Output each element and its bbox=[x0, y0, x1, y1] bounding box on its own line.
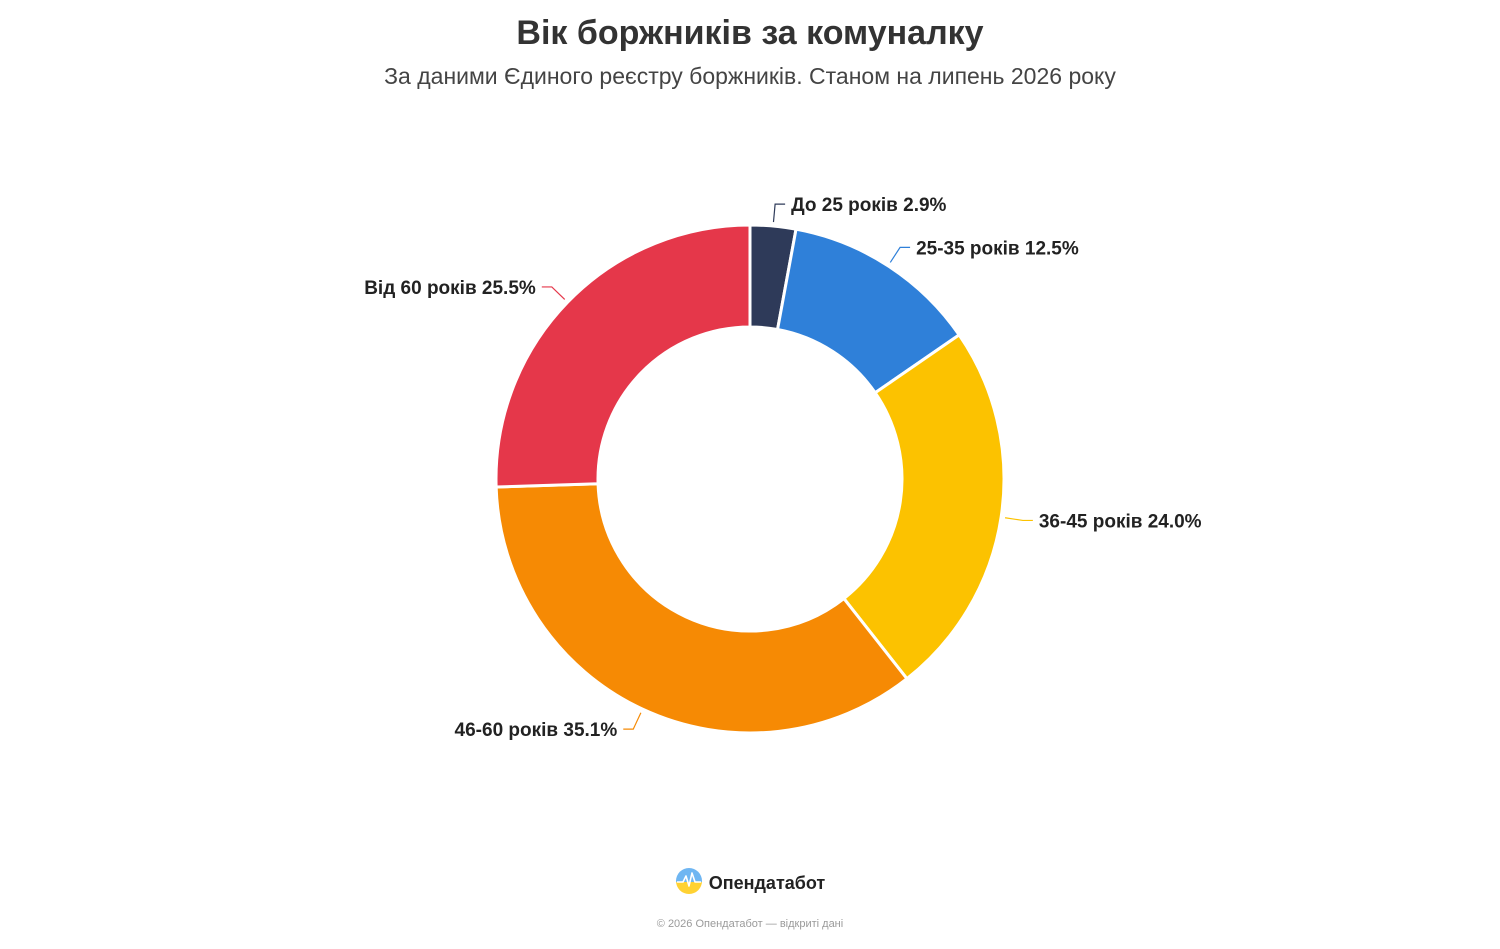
leader-line-1 bbox=[772, 203, 786, 223]
slice-4[interactable] bbox=[494, 482, 909, 735]
leader-line-5 bbox=[541, 286, 566, 300]
chart-subtitle: За даними Єдиного реєстру боржників. Ста… bbox=[384, 63, 1116, 89]
slices-layer bbox=[494, 223, 1006, 735]
opendatabot-logo-icon bbox=[675, 867, 703, 900]
slice-label-5: Від 60 років 25.5% bbox=[364, 278, 536, 299]
slice-labels-layer: До 25 років 2.9% 25-35 років 12.5% 36-45 р… bbox=[364, 195, 1201, 741]
slice-label-3: 36-45 років 24.0% bbox=[1039, 511, 1202, 532]
leader-line-3 bbox=[1004, 517, 1033, 522]
slice-label-4: 46-60 років 35.1% bbox=[455, 720, 618, 741]
leader-line-2 bbox=[889, 246, 911, 263]
chart-title: Вік боржників за комуналку bbox=[516, 14, 984, 52]
brand-name: Опендатабот bbox=[708, 873, 826, 893]
slice-label-1: До 25 років 2.9% bbox=[791, 195, 946, 216]
leader-lines-layer bbox=[541, 203, 1033, 730]
copyright-text: © 2026 Опендатабот — відкриті дані bbox=[656, 918, 844, 930]
leader-line-4 bbox=[623, 712, 642, 730]
slice-5[interactable] bbox=[494, 223, 752, 489]
slice-label-2: 25-35 років 12.5% bbox=[916, 238, 1079, 259]
brand: Опендатабот bbox=[0, 867, 1500, 900]
slice-3[interactable] bbox=[842, 333, 1006, 681]
